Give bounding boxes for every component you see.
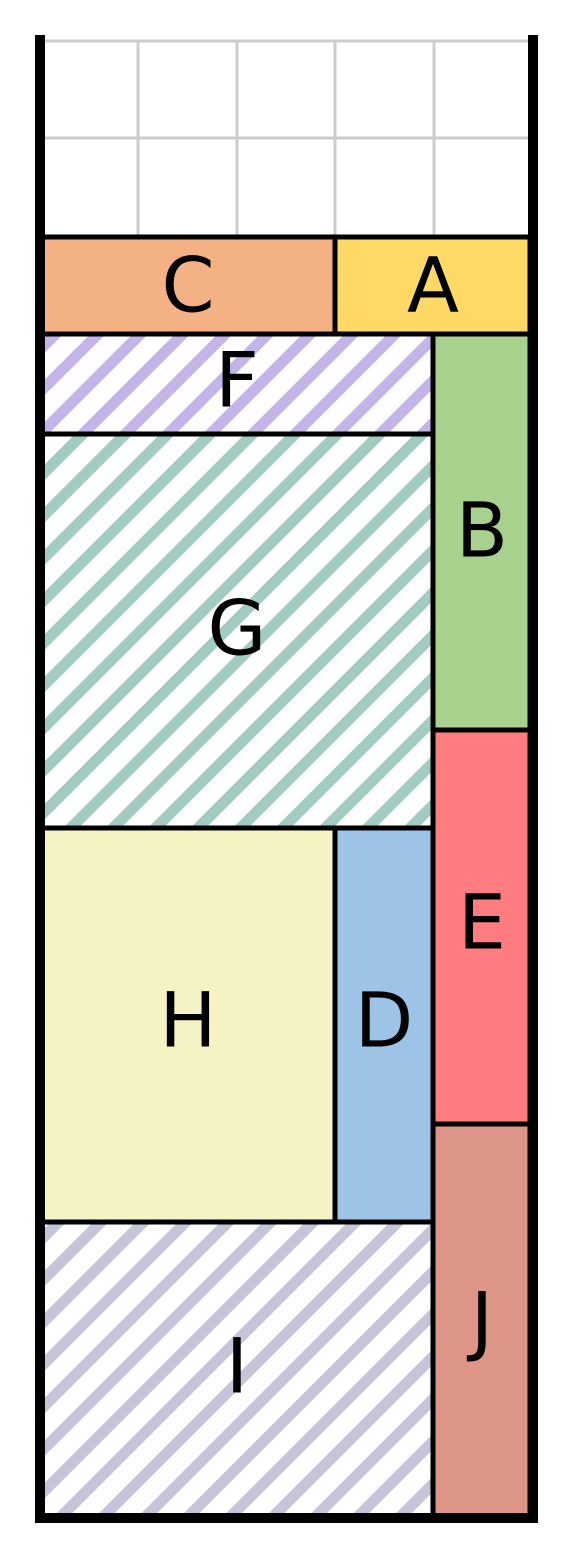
piece-I: I	[39, 1219, 436, 1520]
container-walls	[35, 35, 538, 1523]
piece-C: C	[39, 234, 338, 337]
piece-J: J	[430, 1121, 533, 1520]
piece-G: G	[39, 431, 436, 831]
piece-E-label: E	[458, 878, 506, 967]
piece-F: F	[39, 331, 436, 437]
piece-H: H	[39, 825, 338, 1225]
piece-B: B	[430, 331, 533, 733]
piece-I-label: I	[226, 1322, 248, 1411]
piece-H-rect	[39, 825, 338, 1225]
piece-G-label: G	[208, 584, 267, 673]
piece-B-label: B	[456, 486, 508, 575]
piece-C-label: C	[161, 241, 214, 330]
piece-A: A	[332, 234, 533, 337]
piece-D-rect	[332, 825, 436, 1225]
piece-H-label: H	[159, 976, 216, 1065]
piece-F-label: F	[215, 336, 259, 425]
piece-D-label: D	[355, 976, 414, 1065]
piece-G-rect	[39, 431, 436, 831]
empty-grid	[40, 39, 532, 237]
piece-E-rect	[430, 727, 533, 1127]
piece-E: E	[430, 727, 533, 1127]
piece-J-label: J	[467, 1276, 493, 1365]
piece-I-rect	[39, 1219, 436, 1520]
piece-D: D	[332, 825, 436, 1225]
piece-A-label: A	[407, 241, 459, 330]
